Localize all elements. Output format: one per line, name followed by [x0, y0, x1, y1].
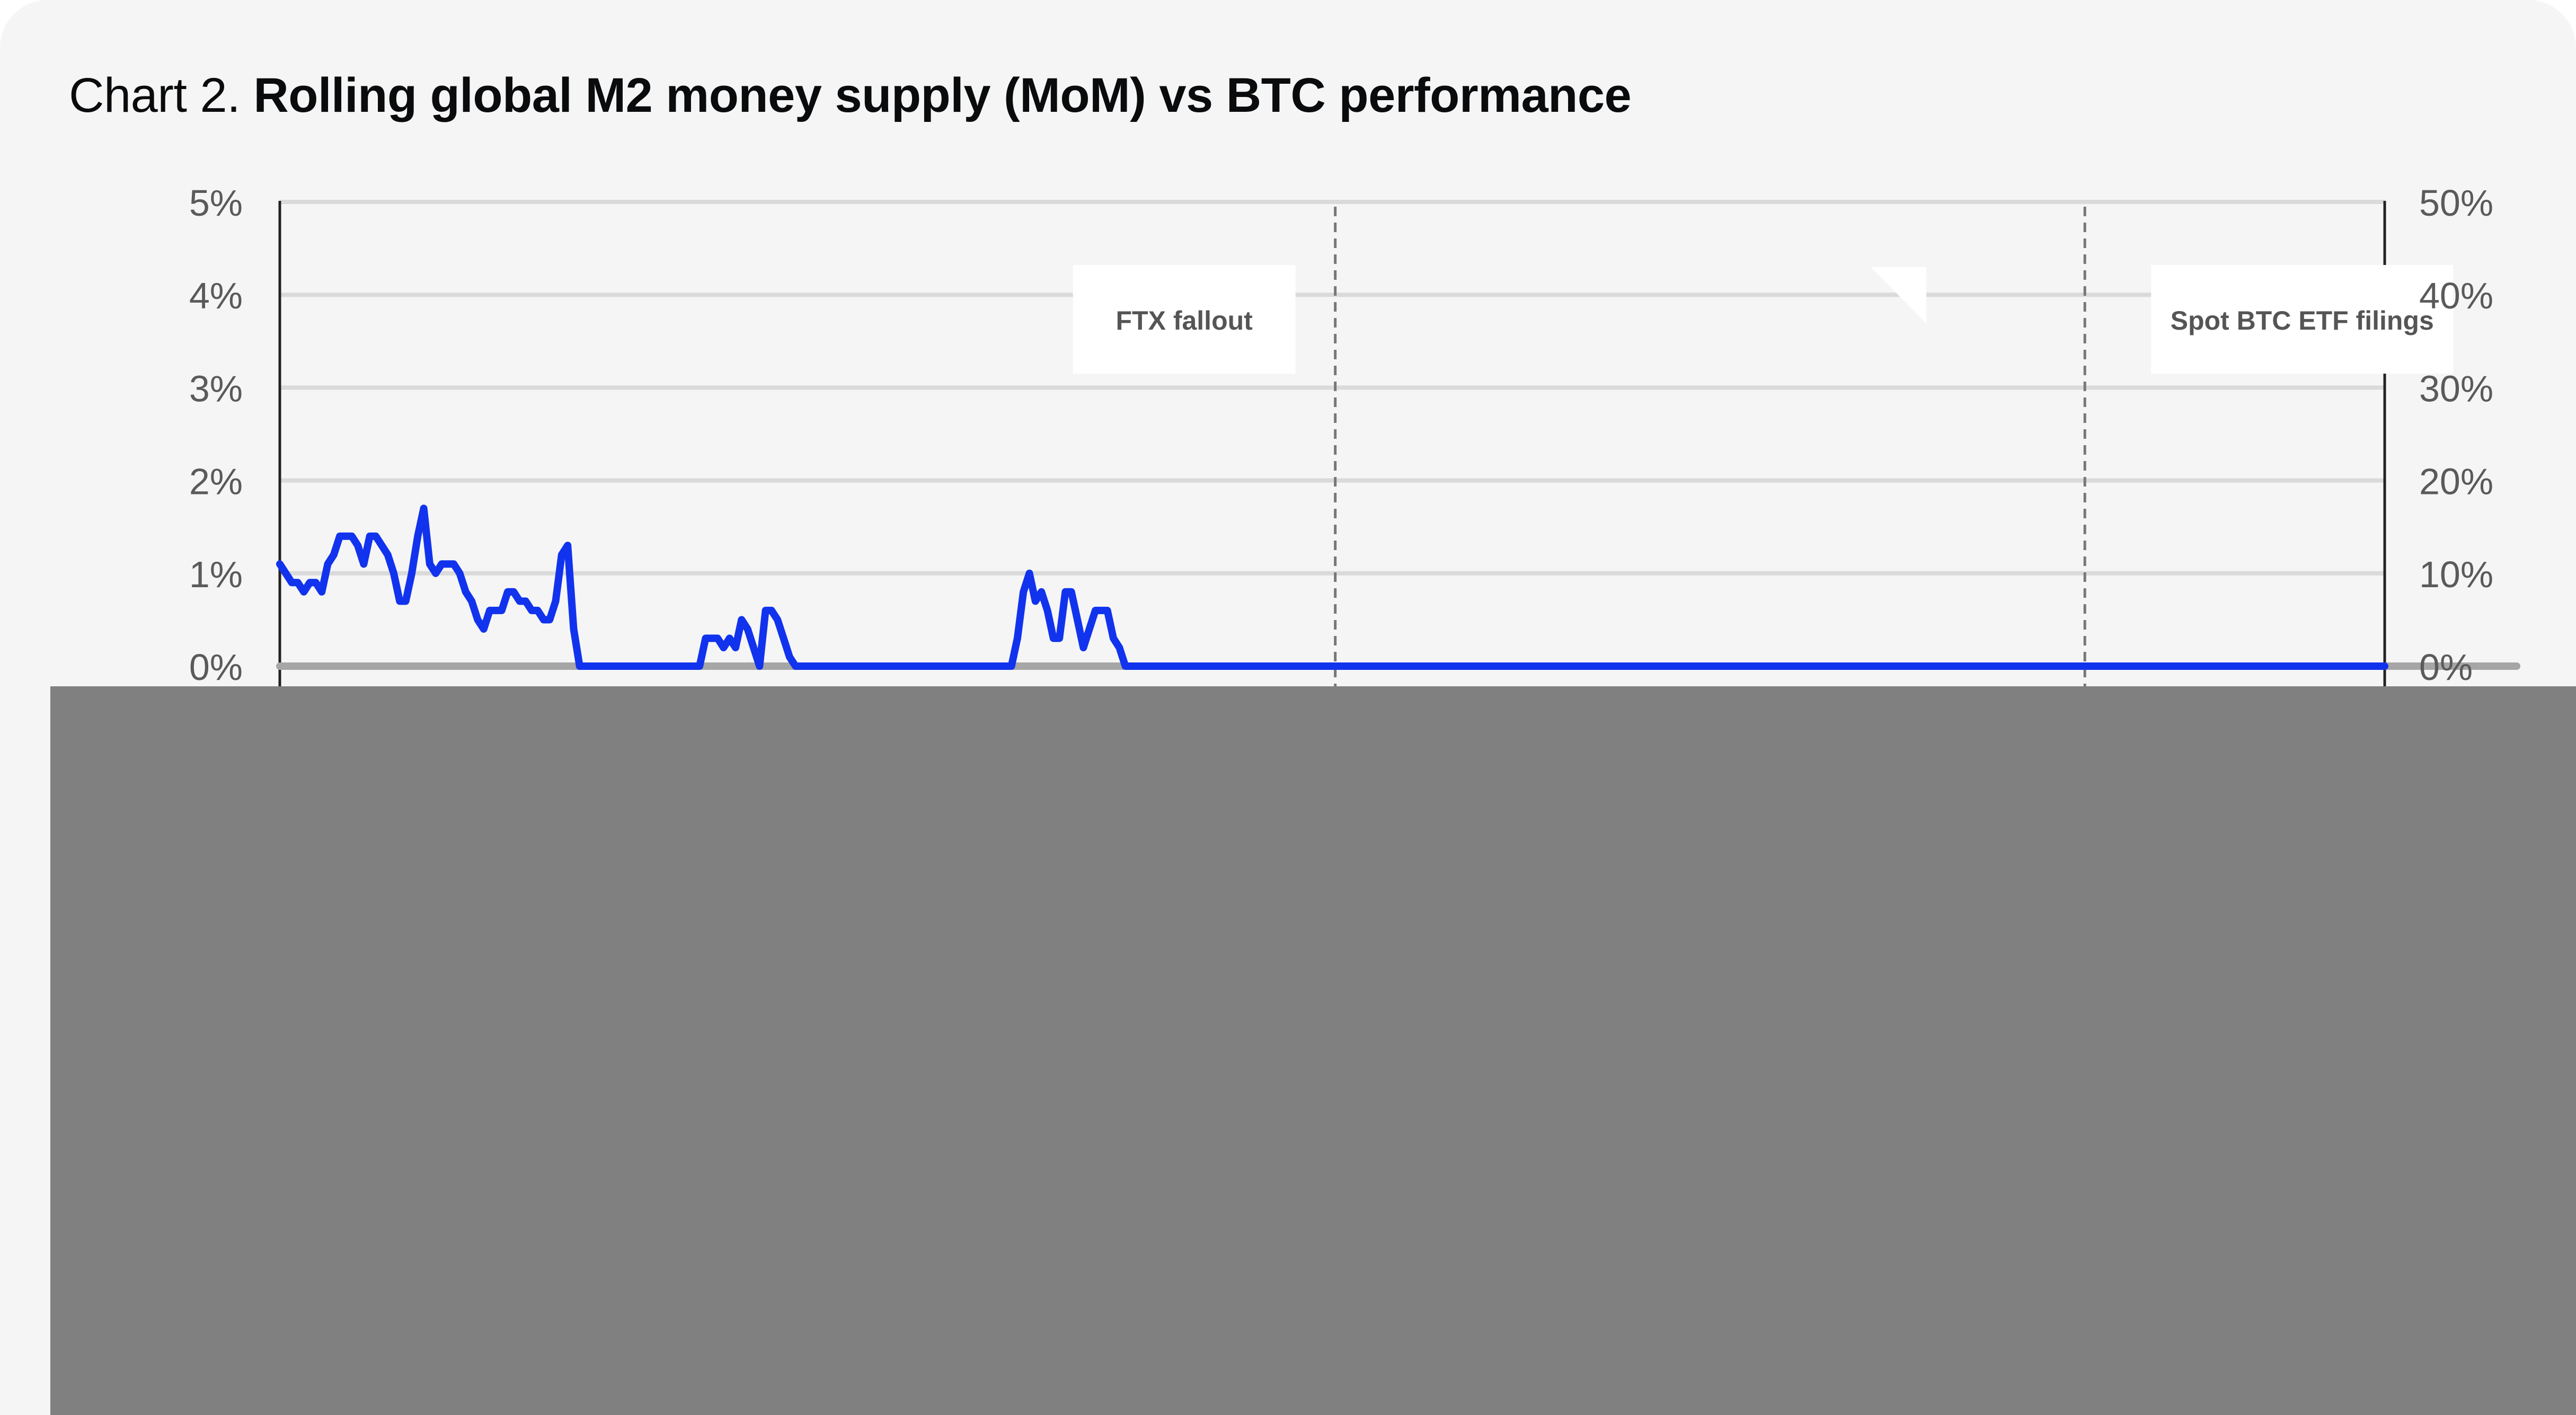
right-tick-label: 50%: [2419, 182, 2493, 224]
annotation-box: [1073, 265, 1296, 374]
redaction-overlay: [50, 686, 2576, 1415]
left-axis-ticks: 5% 4% 3% 2% 1% 0%: [189, 182, 243, 688]
left-tick-label: 4%: [189, 275, 243, 316]
annotation-pointer: [1871, 267, 1926, 323]
right-tick-label: 20%: [2419, 461, 2493, 502]
axes: [278, 201, 2386, 689]
chart-title-prefix: Chart 2.: [69, 68, 241, 122]
annotation-label: Spot BTC ETF filings: [2171, 306, 2434, 335]
annotation-box: [2151, 265, 2454, 374]
left-tick-label: 5%: [189, 182, 243, 224]
right-axis-ticks: 50% 40% 30% 20% 10% 0%: [2419, 182, 2493, 688]
annotation-label: FTX fallout: [1116, 306, 1253, 335]
right-tick-label: 30%: [2419, 368, 2493, 409]
right-tick-label: 0%: [2419, 647, 2473, 688]
left-tick-label: 2%: [189, 461, 243, 502]
right-tick-label: 10%: [2419, 554, 2493, 595]
chart-title-main: Rolling global M2 money supply (MoM) vs …: [253, 68, 1632, 122]
annotation-pointer: [1139, 267, 1195, 323]
annotations: FTX fallout Spot BTC ETF filings: [1073, 207, 2454, 689]
series-m2-line: [276, 505, 2388, 670]
right-tick-label: 40%: [2419, 275, 2493, 316]
left-tick-label: 1%: [189, 554, 243, 595]
chart-title: Chart 2. Rolling global M2 money supply …: [69, 68, 1632, 123]
series-lines: [276, 505, 2520, 670]
left-tick-label: 3%: [189, 368, 243, 409]
left-tick-label: 0%: [189, 647, 243, 688]
gridlines: [280, 200, 2385, 576]
